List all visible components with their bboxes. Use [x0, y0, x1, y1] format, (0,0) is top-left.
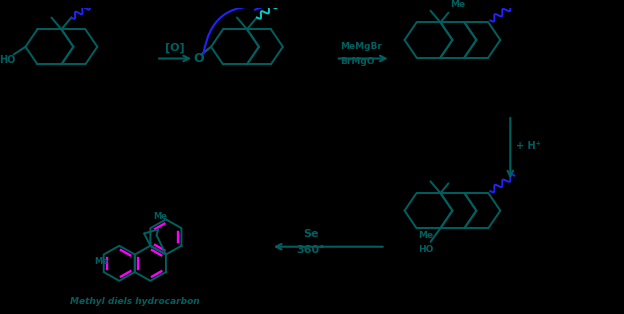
Text: 360°: 360° — [296, 245, 325, 255]
Text: HO: HO — [419, 245, 434, 254]
Text: Me: Me — [95, 257, 109, 266]
Text: Se: Se — [303, 229, 318, 239]
Text: + H⁺: + H⁺ — [516, 141, 541, 151]
FancyArrowPatch shape — [203, 3, 262, 54]
Text: MeMgBr: MeMgBr — [339, 42, 382, 51]
Text: Me: Me — [153, 212, 167, 221]
Text: HO: HO — [0, 56, 16, 65]
Text: Me: Me — [419, 231, 434, 240]
Text: O: O — [193, 52, 205, 65]
Text: Me: Me — [451, 0, 466, 9]
Text: [O]: [O] — [165, 43, 185, 53]
Text: BrMgO: BrMgO — [339, 57, 374, 66]
Text: Methyl diels hydrocarbon: Methyl diels hydrocarbon — [70, 297, 200, 306]
